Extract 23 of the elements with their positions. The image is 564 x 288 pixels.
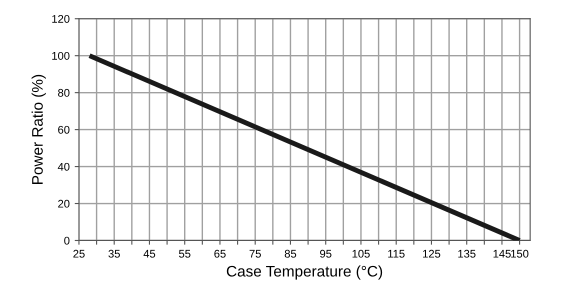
y-tick-label: 20: [58, 200, 70, 208]
y-tick-label: 80: [58, 88, 70, 97]
x-tick-label: 95: [320, 250, 332, 258]
x-tick-label: 65: [214, 250, 226, 258]
x-tick-label: 115: [388, 250, 405, 258]
y-axis-title: Power Ratio (%): [32, 74, 46, 184]
x-tick-label: 25: [73, 250, 85, 258]
x-tick-label: 35: [108, 250, 120, 258]
y-tick-label: 0: [64, 236, 70, 245]
y-tick-label: 100: [52, 52, 70, 60]
x-tick-label: 85: [284, 250, 296, 258]
x-tick-label: 105: [352, 250, 370, 258]
y-tick-label: 120: [52, 14, 70, 23]
x-tick-label: 125: [423, 250, 440, 258]
y-tick-label: 40: [58, 162, 70, 171]
x-tick-label: 55: [178, 250, 190, 258]
x-tick-label: 145: [494, 250, 511, 258]
x-tick-label: 135: [458, 250, 476, 258]
x-tick-label: 150: [511, 250, 528, 258]
x-axis-title: Case Temperature (°C): [226, 265, 382, 280]
x-tick-label: 45: [144, 250, 156, 258]
y-tick-label: 60: [58, 126, 70, 134]
x-tick-label: 75: [250, 250, 261, 258]
